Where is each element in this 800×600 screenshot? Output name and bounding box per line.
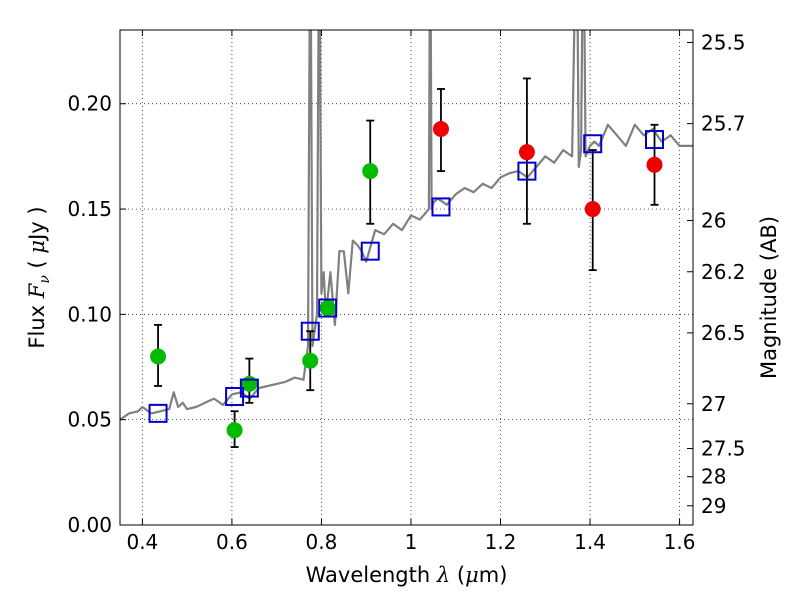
plot-data: [120, 30, 693, 421]
model-photometry-box: [360, 241, 380, 261]
right-tick-label: 26: [701, 209, 726, 233]
grid-lines: [120, 30, 693, 526]
right-tick-label: 27: [701, 392, 726, 416]
observed-point: [432, 121, 449, 137]
model-photometry-box: [239, 378, 259, 398]
x-tick-label: 0.6: [216, 530, 248, 554]
right-tick-label: 25.7: [701, 112, 746, 136]
x-tick-label: 0.4: [126, 530, 158, 554]
observed-point: [584, 201, 601, 218]
model-photometry-box: [300, 321, 320, 341]
y-tick-label: 0.00: [67, 513, 112, 537]
right-tick-label: 27.5: [701, 437, 746, 461]
observed-point: [319, 300, 336, 317]
model-photometry-box: [318, 298, 338, 318]
x-tick-label: 0.8: [306, 530, 338, 554]
model-photometry-box: [517, 161, 537, 181]
observed-point: [150, 348, 167, 365]
right-tick-label: 25.5: [701, 30, 746, 54]
right-tick-label: 28: [701, 465, 726, 489]
model-photometry-box: [645, 130, 665, 150]
observed-point: [226, 422, 243, 439]
y-tick-label: 0.15: [67, 197, 112, 221]
y-tick-label: 0.05: [67, 408, 112, 432]
y-tick-label: 0.20: [67, 92, 112, 116]
ticks: 0.4 0.6 0.8 1 1.2 1.4 1.6 0.00 0.05 0.10 0.15 0.20 2…: [67, 30, 746, 554]
model-photometry-box: [148, 403, 168, 423]
markers: [148, 77, 665, 448]
y-tick-label: 0.10: [67, 302, 112, 326]
observed-point: [646, 156, 663, 173]
x-tick-label: 1: [405, 530, 418, 554]
right-tick-label: 26.5: [701, 321, 746, 345]
right-tick-label: 29: [701, 494, 726, 518]
x-tick-label: 1.6: [664, 530, 696, 554]
observed-point: [518, 144, 535, 161]
model-photometry-box: [583, 134, 603, 154]
model-photometry-box: [431, 197, 451, 217]
y-axis-label: Flux Fν ( μJy ): [25, 206, 53, 348]
plot-frame: [119, 29, 694, 526]
right-tick-label: 26.2: [701, 260, 746, 284]
x-axis-label: Wavelength λ (μm): [306, 563, 508, 587]
observed-point: [362, 163, 379, 180]
model-spectrum-line: [120, 30, 693, 421]
right-axis-label: Magnitude (AB): [757, 216, 781, 379]
x-tick-label: 1.2: [485, 530, 517, 554]
observed-point: [302, 352, 319, 369]
x-tick-label: 1.4: [574, 530, 606, 554]
